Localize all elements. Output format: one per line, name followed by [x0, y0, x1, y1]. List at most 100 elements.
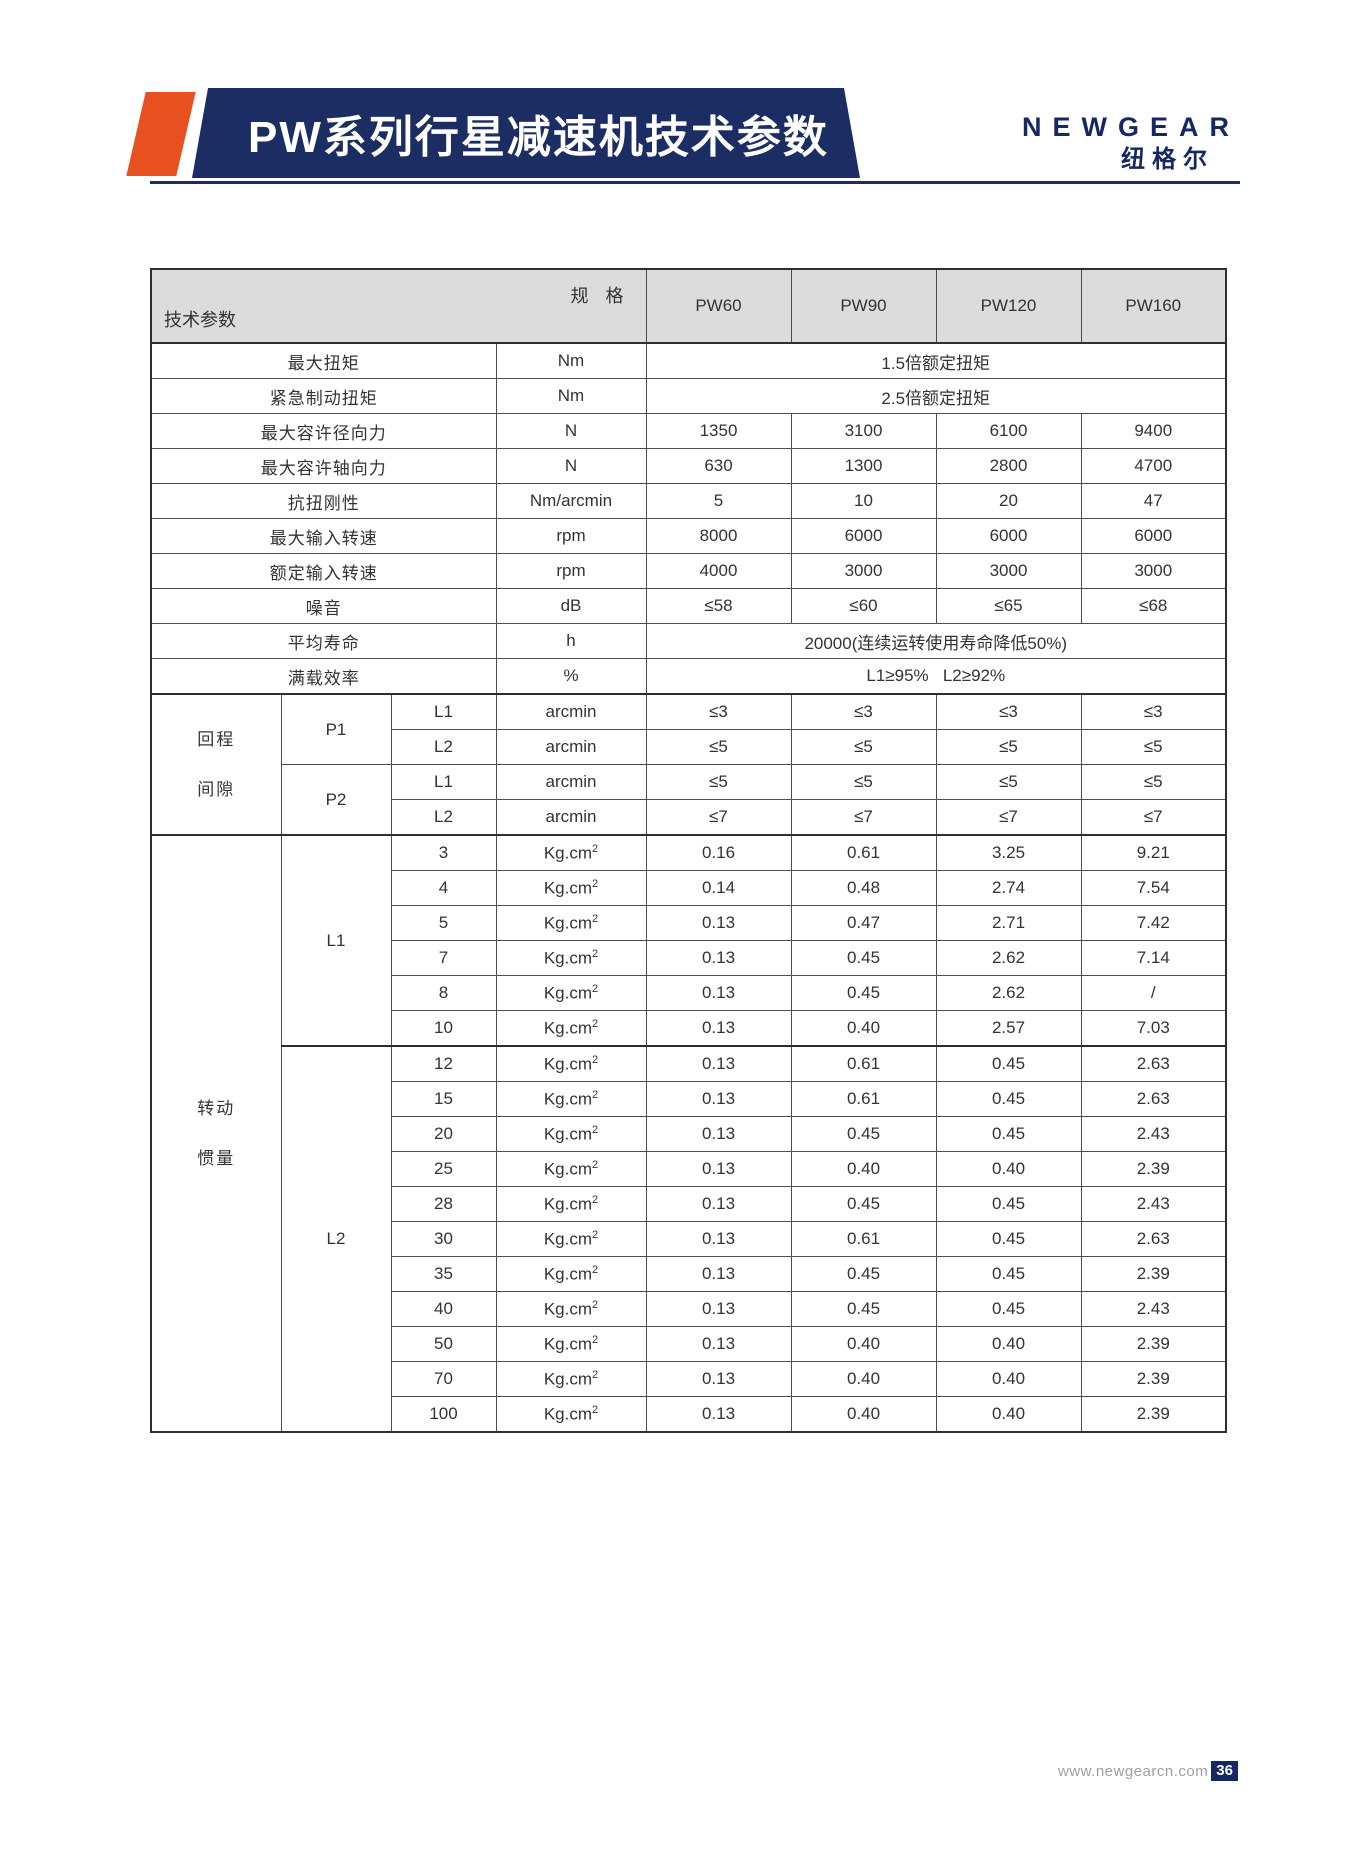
page-footer: www.newgearcn.com 36	[1058, 1761, 1238, 1781]
value-cell: 4700	[1080, 448, 1227, 484]
backlash-group-label: 回程 间隙	[150, 693, 282, 836]
logo-chinese-name: 纽格尔	[1121, 146, 1214, 173]
value-cell: ≤7	[1080, 799, 1227, 836]
unit-cell: Kg.cm2	[495, 905, 647, 941]
corner-spec-label: 规 格	[570, 286, 630, 306]
unit-cell: rpm	[495, 553, 647, 589]
ratio-cell: 10	[390, 1010, 497, 1047]
table-corner-cell: 规 格技术参数	[150, 268, 647, 344]
value-cell: ≤60	[790, 588, 937, 624]
ratio-cell: 50	[390, 1326, 497, 1362]
value-cell: ≤5	[790, 764, 937, 800]
value-cell: 630	[645, 448, 792, 484]
value-cell: 0.45	[790, 1116, 937, 1152]
param-label: 最大容许轴向力	[150, 448, 497, 484]
value-cell: 0.61	[790, 834, 937, 871]
value-cell: 0.14	[645, 870, 792, 906]
value-cell: 20	[935, 483, 1082, 519]
precision-class-cell: P2	[280, 764, 392, 836]
value-cell: 2.63	[1080, 1045, 1227, 1082]
value-cell: 10	[790, 483, 937, 519]
unit-cell: rpm	[495, 518, 647, 554]
unit-cell: %	[495, 658, 647, 695]
ratio-cell: 8	[390, 975, 497, 1011]
value-cell: 0.45	[790, 1186, 937, 1222]
header-rule	[150, 181, 1240, 184]
value-cell: ≤7	[790, 799, 937, 836]
value-cell: 0.40	[790, 1361, 937, 1397]
value-cell: 2.57	[935, 1010, 1082, 1047]
value-cell: 7.42	[1080, 905, 1227, 941]
stage-group-cell: L1	[280, 834, 392, 1047]
unit-cell: Nm	[495, 342, 647, 379]
value-cell: 2.43	[1080, 1291, 1227, 1327]
header-orange-accent	[126, 92, 196, 176]
ratio-cell: 3	[390, 834, 497, 871]
ratio-cell: 70	[390, 1361, 497, 1397]
value-cell: 2.39	[1080, 1151, 1227, 1187]
value-cell: 0.40	[790, 1151, 937, 1187]
value-cell: 7.54	[1080, 870, 1227, 906]
value-cell: ≤58	[645, 588, 792, 624]
value-cell: 9400	[1080, 413, 1227, 449]
value-cell: 3000	[790, 553, 937, 589]
inertia-group-label: 转动 惯量	[150, 834, 282, 1433]
value-cell: 2.74	[935, 870, 1082, 906]
value-cell: 0.13	[645, 1081, 792, 1117]
unit-cell: Kg.cm2	[495, 1396, 647, 1433]
value-cell: 0.13	[645, 975, 792, 1011]
value-cell: 0.13	[645, 1186, 792, 1222]
value-cell: 0.40	[935, 1326, 1082, 1362]
spec-table: 规 格技术参数 PW60 PW90 PW120 PW160 最大扭矩 Nm 1.5倍额定扭矩紧…	[150, 268, 1227, 1433]
value-cell: ≤65	[935, 588, 1082, 624]
value-cell: 2.39	[1080, 1326, 1227, 1362]
unit-cell: arcmin	[495, 729, 647, 765]
newgear-logo: NEWGEAR 纽格尔	[1000, 114, 1240, 172]
value-cell: 3100	[790, 413, 937, 449]
unit-cell: Kg.cm2	[495, 1326, 647, 1362]
value-cell: 2.63	[1080, 1081, 1227, 1117]
value-cell: 8000	[645, 518, 792, 554]
param-label: 最大扭矩	[150, 342, 497, 379]
value-cell: 0.61	[790, 1221, 937, 1257]
value-cell: 2.39	[1080, 1396, 1227, 1433]
value-cell: 7.14	[1080, 940, 1227, 976]
value-cell: 0.45	[790, 1291, 937, 1327]
param-label: 额定输入转速	[150, 553, 497, 589]
precision-class-cell: P1	[280, 693, 392, 765]
unit-cell: Kg.cm2	[495, 834, 647, 871]
value-cell: 6000	[935, 518, 1082, 554]
unit-cell: Kg.cm2	[495, 1361, 647, 1397]
value-cell: 0.40	[790, 1326, 937, 1362]
unit-cell: Kg.cm2	[495, 1116, 647, 1152]
value-cell: 0.45	[790, 1256, 937, 1292]
value-cell: 0.45	[935, 1045, 1082, 1082]
value-cell: 0.45	[935, 1221, 1082, 1257]
value-cell: 0.13	[645, 1291, 792, 1327]
unit-cell: dB	[495, 588, 647, 624]
value-cell: 2.71	[935, 905, 1082, 941]
unit-cell: Kg.cm2	[495, 1186, 647, 1222]
value-cell: 0.16	[645, 834, 792, 871]
value-cell: 2.43	[1080, 1186, 1227, 1222]
stage-cell: L1	[390, 693, 497, 730]
value-cell: 0.45	[935, 1256, 1082, 1292]
value-cell: 0.47	[790, 905, 937, 941]
value-cell: /	[1080, 975, 1227, 1011]
value-cell: 6000	[1080, 518, 1227, 554]
value-cell: 1300	[790, 448, 937, 484]
unit-cell: Kg.cm2	[495, 1256, 647, 1292]
param-label: 抗扭刚性	[150, 483, 497, 519]
param-label: 平均寿命	[150, 623, 497, 659]
unit-cell: Kg.cm2	[495, 1151, 647, 1187]
ratio-cell: 28	[390, 1186, 497, 1222]
model-header: PW160	[1080, 268, 1227, 344]
value-cell: ≤5	[1080, 764, 1227, 800]
unit-cell: Kg.cm2	[495, 870, 647, 906]
ratio-cell: 100	[390, 1396, 497, 1433]
ratio-cell: 25	[390, 1151, 497, 1187]
unit-cell: arcmin	[495, 799, 647, 836]
unit-cell: Nm/arcmin	[495, 483, 647, 519]
unit-cell: arcmin	[495, 693, 647, 730]
